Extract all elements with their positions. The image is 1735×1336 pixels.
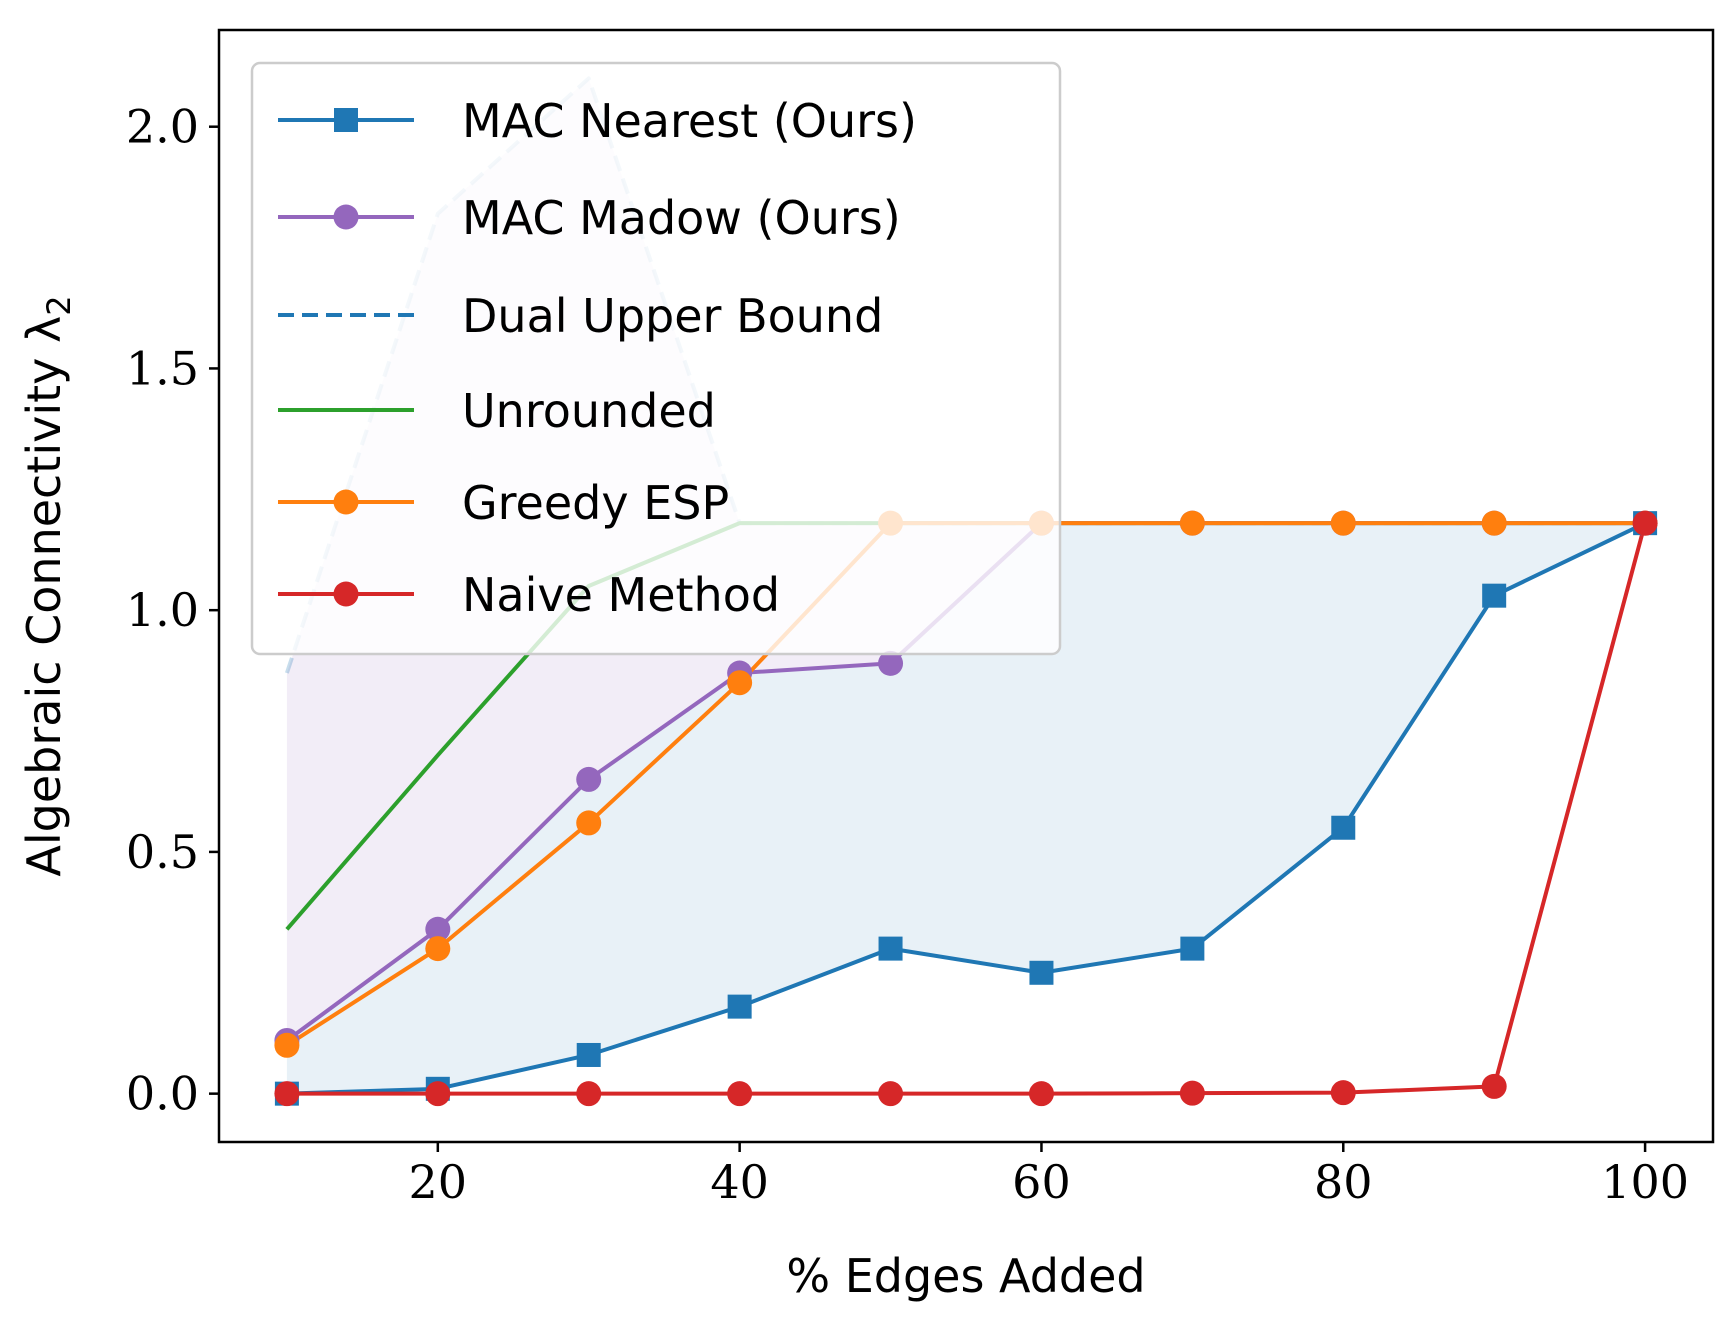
y-axis: 0.0 0.5 1.0 1.5 2.0 (126, 100, 219, 1121)
point-naive-method-60 (1028, 1081, 1054, 1107)
plot-frame (217, 28, 1715, 1144)
y-tick-label-1.5: 1.5 (126, 341, 199, 395)
legend-label: Naive Method (462, 568, 780, 622)
point-naive-method-90 (1481, 1073, 1507, 1099)
x-tick-label-60: 60 (1012, 1155, 1071, 1209)
legend-box (250, 61, 1062, 656)
legend-marker (333, 581, 359, 607)
point-mac-madow-ours-20 (425, 916, 451, 942)
x-tick-label-100: 100 (1601, 1155, 1689, 1209)
point-mac-nearest-ours-30 (576, 1042, 601, 1067)
point-greedy-esp-40 (727, 670, 753, 696)
legend-entry-mac-madow-ours: MAC Madow (Ours) (278, 191, 901, 245)
point-greedy-esp-90 (1481, 510, 1507, 536)
point-greedy-esp-10 (274, 1032, 300, 1058)
series-markers (274, 510, 1658, 1107)
legend-label: Dual Upper Bound (462, 289, 883, 343)
y-tick-label-2: 2.0 (126, 100, 199, 154)
point-mac-nearest-ours-60 (1029, 960, 1054, 985)
point-mac-madow-ours-30 (576, 766, 602, 792)
legend-marker (333, 489, 359, 515)
point-greedy-esp-20 (425, 936, 451, 962)
x-axis-label: % Edges Added (786, 1249, 1145, 1303)
point-mac-nearest-ours-40 (727, 994, 752, 1019)
point-mac-nearest-ours-80 (1331, 815, 1356, 840)
legend-label: Unrounded (462, 384, 716, 438)
point-naive-method-30 (576, 1081, 602, 1107)
shaded-region-2 (286, 523, 1646, 1094)
point-naive-method-100 (1632, 510, 1658, 536)
series-line-naive-method (286, 522, 1648, 1096)
point-greedy-esp-70 (1179, 510, 1205, 536)
point-greedy-esp-30 (576, 810, 602, 836)
legend-label: Greedy ESP (462, 476, 729, 530)
y-axis-label: Algebraic Connectivity λ2 (17, 295, 78, 876)
point-naive-method-80 (1330, 1080, 1356, 1106)
y-tick-label-1: 1.0 (126, 583, 199, 637)
point-naive-method-40 (727, 1081, 753, 1107)
legend-label: MAC Madow (Ours) (462, 191, 901, 245)
point-naive-method-20 (425, 1081, 451, 1107)
y-axis-label-main: Algebraic Connectivity λ (17, 316, 71, 877)
point-naive-method-50 (878, 1081, 904, 1107)
legend-marker (333, 204, 359, 230)
series-line-mac-nearest-ours (286, 521, 1646, 1096)
point-greedy-esp-80 (1330, 510, 1356, 536)
point-naive-method-10 (274, 1081, 300, 1107)
point-mac-nearest-ours-70 (1180, 936, 1205, 961)
legend-entry-unrounded: Unrounded (278, 384, 716, 438)
legend: MAC Nearest (Ours) MAC Madow (Ours) Dual U… (250, 61, 1062, 656)
point-mac-nearest-ours-90 (1482, 583, 1507, 608)
y-axis-label-subscript: 2 (40, 295, 78, 315)
legend-entry-mac-nearest-ours: MAC Nearest (Ours) (278, 94, 917, 148)
legend-entry-dual-upper-bound: Dual Upper Bound (278, 289, 883, 343)
x-axis: 20 40 60 80 100 (409, 1142, 1689, 1209)
legend-label: MAC Nearest (Ours) (462, 94, 917, 148)
x-tick-label-80: 80 (1314, 1155, 1373, 1209)
x-tick-label-20: 20 (409, 1155, 468, 1209)
y-tick-label-0.5: 0.5 (126, 825, 199, 879)
legend-entry-greedy-esp: Greedy ESP (278, 476, 729, 530)
point-mac-nearest-ours-50 (878, 936, 903, 961)
legend-entry-naive-method: Naive Method (278, 568, 780, 622)
legend-marker (334, 108, 358, 132)
point-mac-madow-ours-50 (878, 650, 904, 676)
x-tick-label-40: 40 (710, 1155, 769, 1209)
point-naive-method-70 (1179, 1080, 1205, 1106)
y-tick-label-0: 0.0 (126, 1067, 199, 1121)
